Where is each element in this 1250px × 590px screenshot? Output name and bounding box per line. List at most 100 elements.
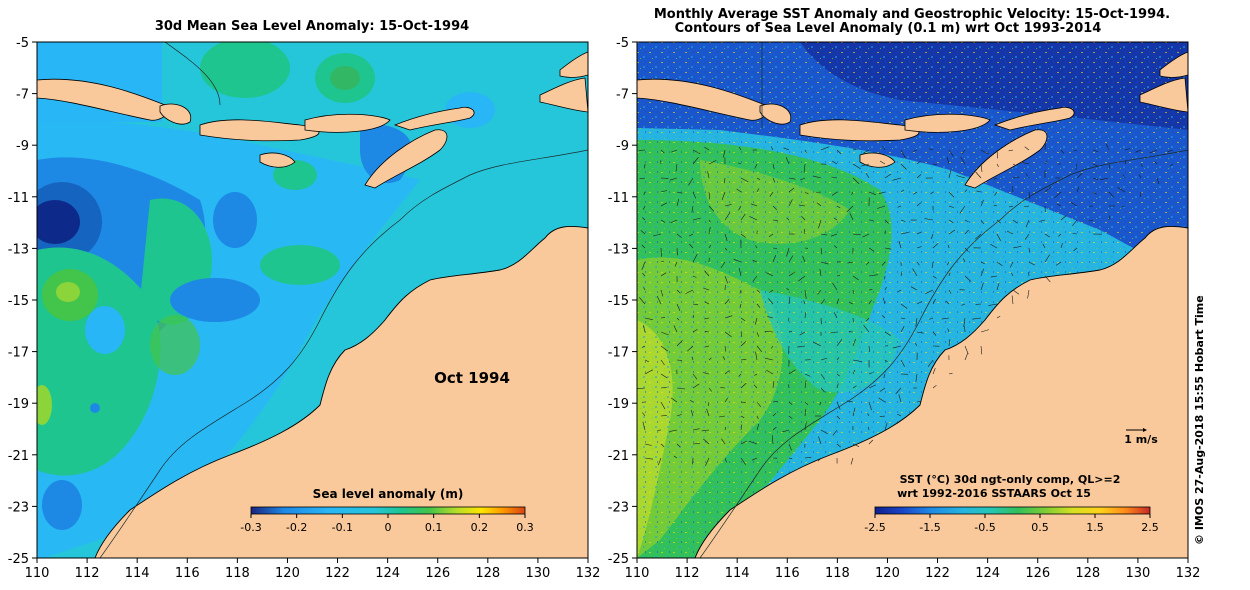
velocity-arrow	[868, 345, 870, 353]
velocity-arrow	[660, 415, 667, 417]
velocity-arrow	[897, 205, 902, 208]
velocity-arrow	[676, 289, 681, 294]
velocity-arrow	[980, 219, 985, 225]
velocity-arrow	[772, 400, 778, 403]
velocity-arrow	[948, 289, 952, 294]
velocity-arrow	[764, 331, 774, 333]
velocity-arrow	[863, 149, 870, 154]
velocity-arrow	[915, 317, 918, 327]
velocity-arrow	[642, 272, 646, 277]
velocity-arrow	[801, 215, 806, 221]
velocity-arrow	[830, 233, 838, 237]
velocity-arrow	[1056, 203, 1062, 207]
velocity-arrow	[804, 421, 807, 431]
right-map-axes: 110 112 114 116 118 120 122 124 126 128 130 132 -5 -7…	[608, 36, 1201, 581]
velocity-arrow	[852, 148, 858, 151]
right-map-x-tick-label: 126	[1025, 566, 1050, 581]
velocity-arrow	[878, 397, 886, 403]
velocity-arrow	[676, 414, 682, 417]
velocity-arrow	[868, 372, 873, 375]
velocity-arrow	[914, 342, 918, 347]
velocity-arrow	[836, 357, 840, 361]
velocity-arrow	[705, 457, 710, 466]
right-map-y-tick-label: -15	[608, 294, 629, 309]
velocity-arrow	[692, 303, 699, 306]
velocity-arrow	[818, 219, 822, 229]
velocity-arrow	[941, 317, 950, 320]
velocity-arrow	[701, 429, 710, 432]
left-colorbar-tick-label: 0.2	[471, 521, 489, 534]
velocity-arrow	[993, 177, 998, 180]
velocity-arrow	[756, 345, 763, 352]
velocity-arrow	[813, 341, 822, 347]
velocity-arrow	[898, 394, 902, 403]
velocity-arrow	[961, 303, 966, 306]
velocity-arrow	[867, 413, 870, 417]
velocity-arrow	[959, 205, 966, 214]
velocity-arrow	[804, 149, 807, 154]
velocity-arrow	[836, 373, 840, 377]
right-map-x-tick-label: 110	[625, 566, 650, 581]
velocity-arrow	[639, 177, 646, 180]
velocity-arrow	[690, 409, 694, 417]
velocity-arrow	[846, 400, 854, 403]
velocity-arrow	[1027, 289, 1030, 299]
right-map-y-tick-label: -21	[608, 449, 629, 464]
australia-landmass-left	[94, 225, 588, 558]
velocity-arrow	[1138, 174, 1142, 179]
velocity-arrow	[964, 219, 969, 223]
velocity-arrow	[692, 217, 702, 221]
velocity-arrow	[1108, 191, 1115, 198]
velocity-arrow	[721, 191, 726, 201]
velocity-arrow	[863, 325, 870, 333]
velocity-arrow	[916, 174, 922, 179]
velocity-arrow	[724, 315, 733, 319]
velocity-arrow	[772, 163, 775, 170]
velocity-arrow	[1058, 233, 1062, 237]
velocity-arrow	[895, 387, 902, 395]
left-map-x-tick-label: 124	[375, 566, 400, 581]
velocity-arrow	[900, 149, 906, 158]
velocity-arrow	[752, 275, 758, 282]
velocity-arrow	[676, 233, 682, 238]
velocity-arrow	[708, 357, 712, 361]
velocity-arrow	[990, 243, 998, 249]
right-map-y-tick-label: -23	[608, 500, 629, 515]
left-colorbar-tick-label: -0.1	[332, 521, 353, 534]
velocity-arrow	[723, 149, 726, 158]
velocity-arrow	[756, 188, 760, 193]
velocity-arrow	[900, 232, 909, 235]
left-map-x-tick-label: 116	[175, 566, 200, 581]
velocity-arrow	[849, 213, 854, 221]
velocity-arrow	[947, 244, 950, 249]
velocity-arrow	[772, 205, 778, 211]
velocity-arrow	[865, 261, 870, 265]
velocity-arrow	[804, 401, 809, 406]
velocity-arrow	[669, 177, 678, 181]
velocity-arrow	[852, 385, 857, 389]
right-colorbar-bar	[874, 506, 1151, 515]
velocity-arrow	[1012, 163, 1016, 166]
velocity-arrow	[818, 436, 822, 445]
velocity-arrow	[676, 191, 683, 194]
velocity-arrow	[724, 457, 727, 463]
velocity-arrow	[819, 401, 822, 406]
velocity-arrow	[932, 163, 937, 165]
right-map-y-tick-label: -11	[608, 191, 629, 206]
left-colorbar-title: Sea level anomaly (m)	[313, 487, 464, 501]
velocity-arrow	[832, 429, 838, 436]
velocity-arrow	[852, 359, 862, 362]
left-map-y-tick-label: -5	[16, 36, 29, 51]
velocity-arrow	[925, 289, 934, 294]
velocity-arrow	[740, 415, 745, 418]
velocity-arrow	[900, 219, 906, 222]
velocity-arrow	[861, 163, 870, 167]
right-map-field	[637, 42, 1188, 558]
left-map-y-tick-label: -7	[16, 88, 29, 103]
right-map-x-tick-label: 130	[1125, 566, 1150, 581]
velocity-arrow	[946, 261, 950, 266]
velocity-arrow	[708, 160, 717, 165]
left-map-y-tick-label: -17	[8, 346, 29, 361]
velocity-arrow	[788, 369, 796, 375]
left-map-y-tick-label: -13	[8, 242, 29, 257]
